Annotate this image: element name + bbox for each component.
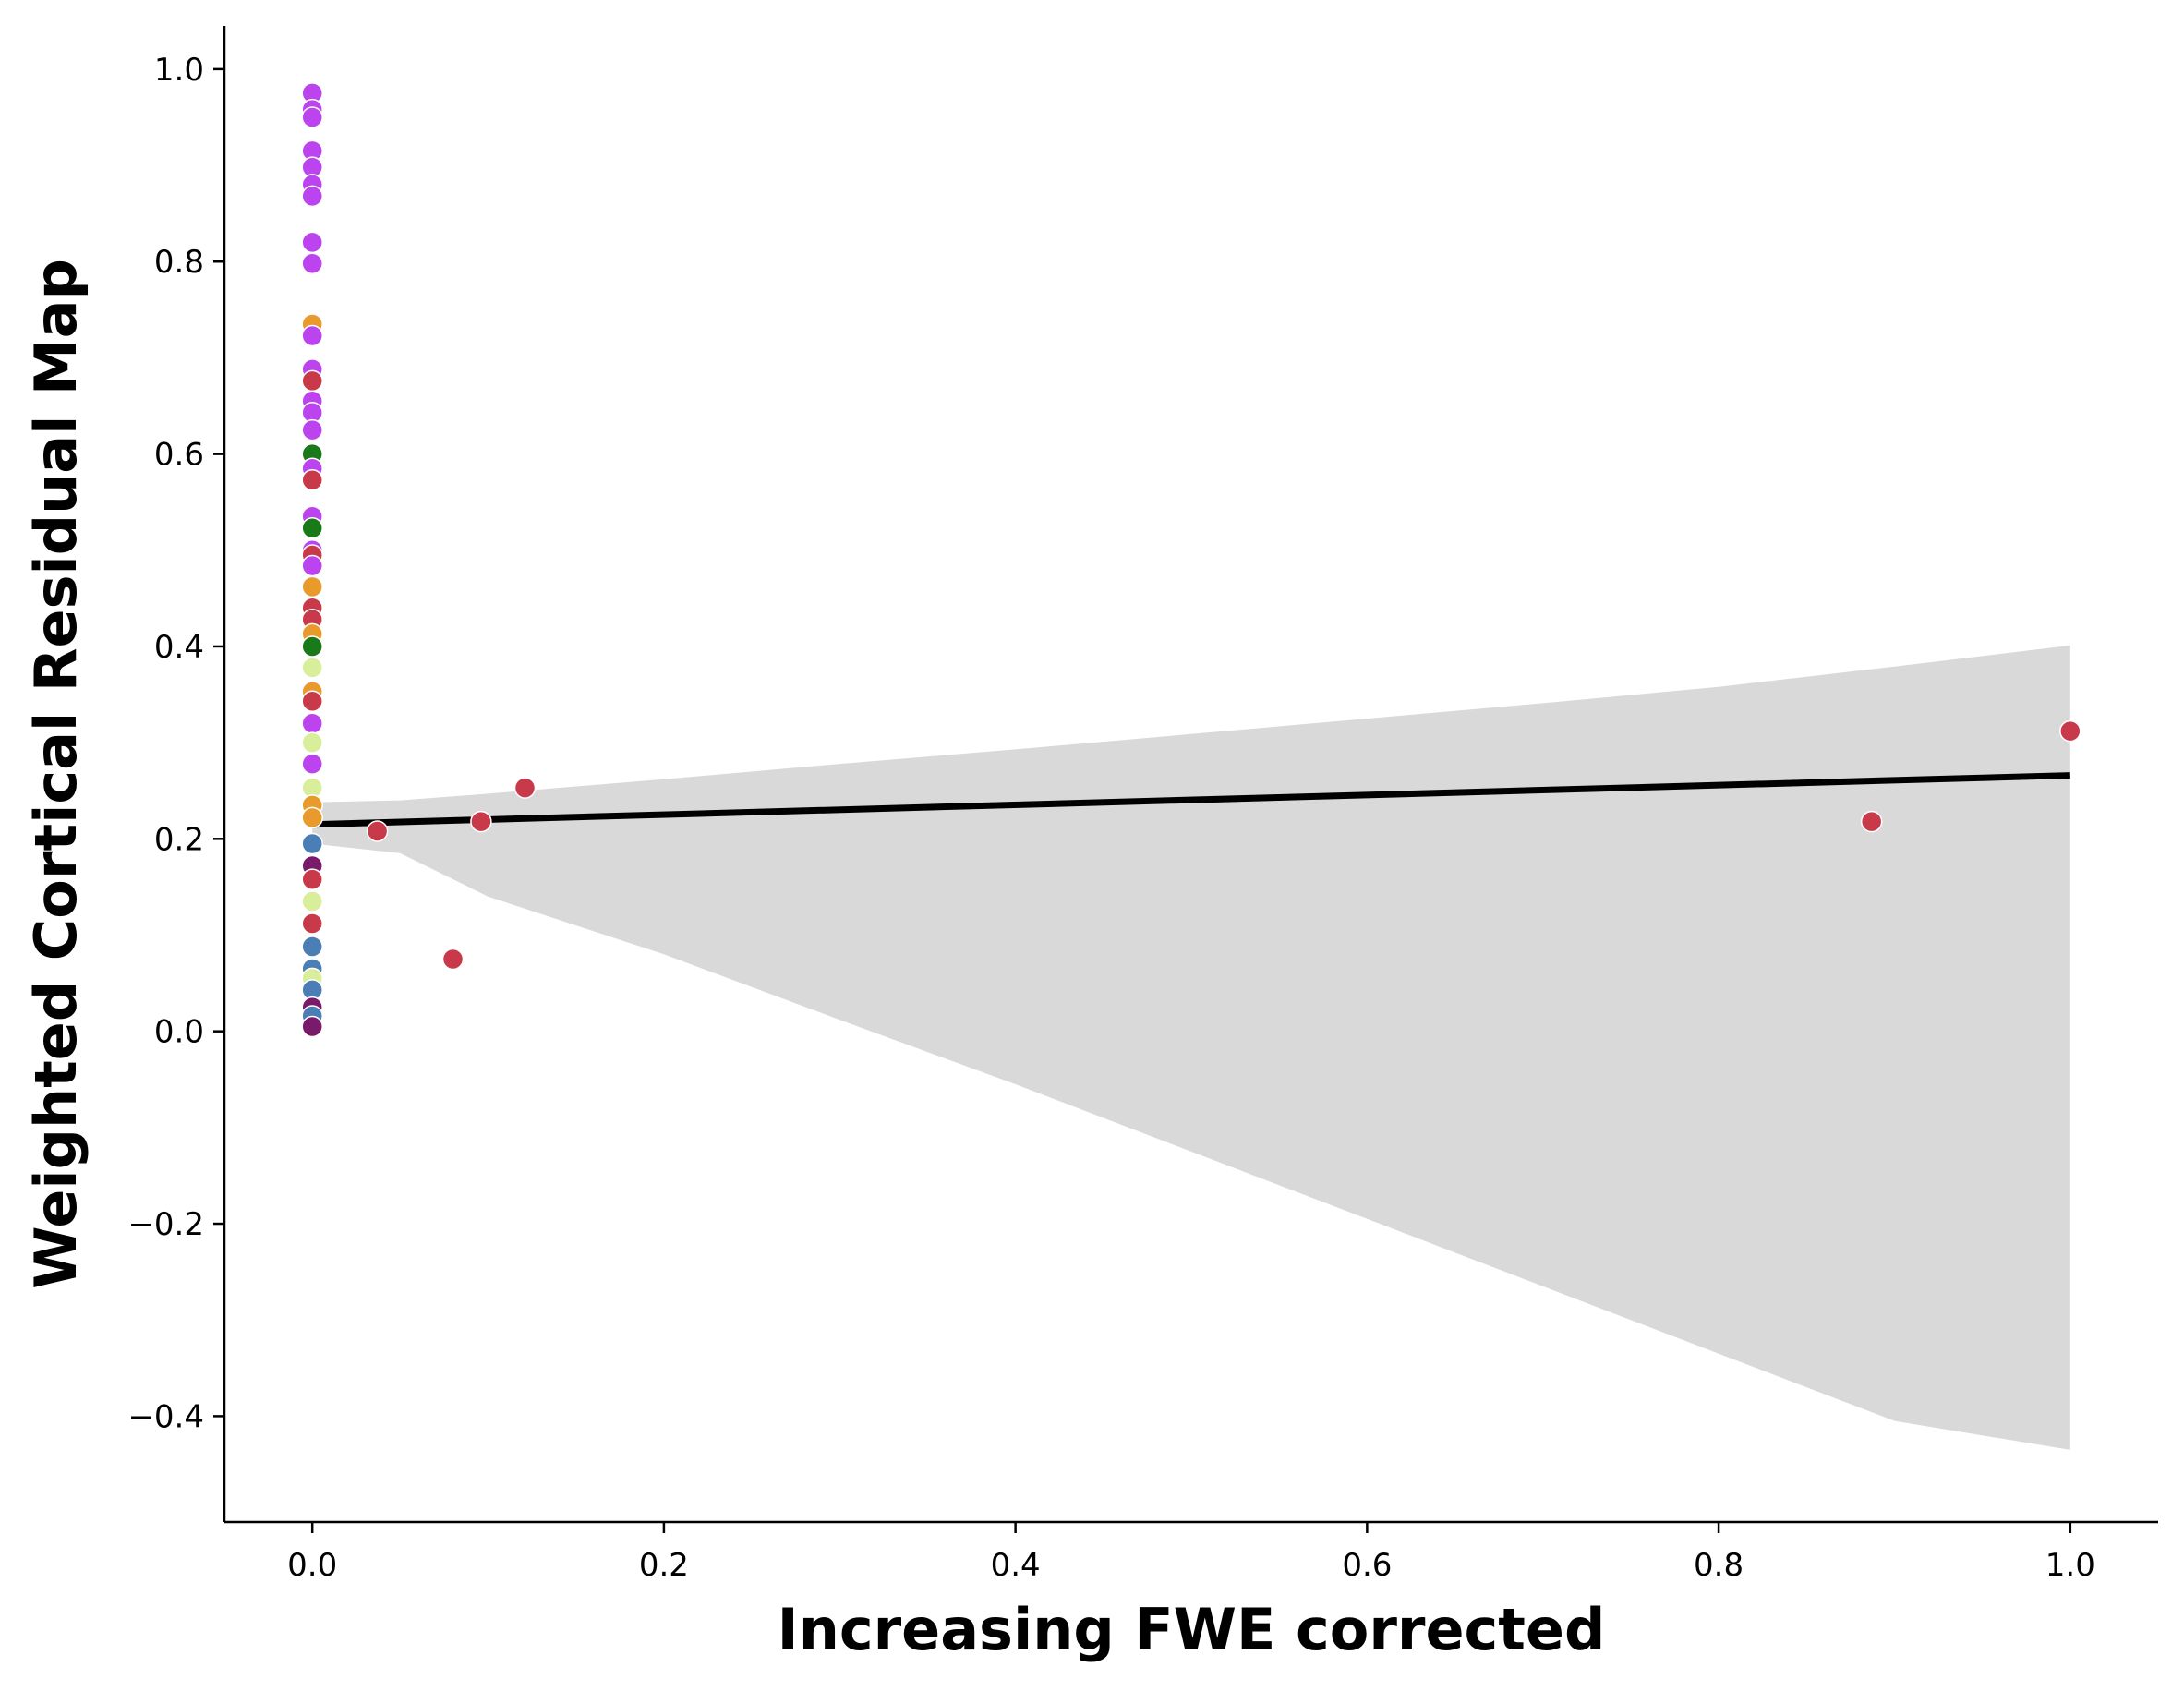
data-point-54 xyxy=(1860,810,1883,833)
data-point-6 xyxy=(301,185,323,208)
data-point-41 xyxy=(301,890,323,912)
data-point-28 xyxy=(301,635,323,658)
x-tick-label-3: 0.6 xyxy=(1342,1547,1392,1584)
axes xyxy=(213,26,2158,1533)
data-point-32 xyxy=(301,712,323,735)
data-point-42 xyxy=(301,912,323,935)
data-point-33 xyxy=(301,731,323,754)
x-axis-title: Increasing FWE corrected xyxy=(778,1596,1606,1663)
data-points-layer xyxy=(301,82,2081,1038)
data-point-31 xyxy=(301,690,323,713)
y-tick-label-1: −0.2 xyxy=(127,1206,204,1243)
data-point-43 xyxy=(301,936,323,958)
y-tick-label-6: 0.8 xyxy=(154,244,204,281)
x-tick-label-2: 0.4 xyxy=(991,1547,1041,1584)
y-tick-label-2: 0.0 xyxy=(154,1014,204,1051)
y-tick-label-3: 0.2 xyxy=(154,821,204,858)
data-point-23 xyxy=(301,554,323,577)
x-tick-label-4: 0.8 xyxy=(1694,1547,1744,1584)
data-point-20 xyxy=(301,517,323,539)
data-point-49 xyxy=(301,1015,323,1038)
confidence-band xyxy=(312,645,2070,1450)
tick-labels: 0.0 0.2 0.4 0.6 0.8 1.0 −0.4 −0.2 0.0 0.2 0.4 0.6 0.… xyxy=(127,52,2094,1584)
data-point-29 xyxy=(301,657,323,679)
y-tick-label-4: 0.4 xyxy=(154,629,204,666)
data-point-2 xyxy=(301,106,323,128)
y-tick-label-0: −0.4 xyxy=(127,1398,204,1435)
data-point-40 xyxy=(301,868,323,890)
data-point-55 xyxy=(2059,719,2081,743)
data-point-34 xyxy=(301,753,323,775)
data-point-15 xyxy=(301,418,323,441)
y-axis-title: Weighted Cortical Residual Map xyxy=(22,259,90,1289)
data-point-7 xyxy=(301,231,323,254)
x-tick-label-5: 1.0 xyxy=(2045,1547,2095,1584)
data-point-18 xyxy=(301,468,323,491)
data-point-8 xyxy=(301,252,323,275)
confidence-band-layer xyxy=(312,645,2070,1450)
x-tick-label-1: 0.2 xyxy=(639,1547,689,1584)
regression-line xyxy=(312,772,2070,828)
data-point-53 xyxy=(513,777,537,799)
regression-line-layer xyxy=(312,772,2070,828)
data-point-10 xyxy=(301,324,323,347)
data-point-50 xyxy=(366,820,389,842)
x-tick-label-0: 0.0 xyxy=(287,1547,337,1584)
data-point-12 xyxy=(301,369,323,393)
data-point-51 xyxy=(441,948,465,971)
y-tick-label-7: 1.0 xyxy=(154,52,204,89)
data-point-24 xyxy=(301,575,323,598)
y-tick-label-5: 0.6 xyxy=(154,437,204,474)
data-point-37 xyxy=(301,806,323,829)
data-point-52 xyxy=(470,810,492,833)
data-point-38 xyxy=(301,832,323,855)
